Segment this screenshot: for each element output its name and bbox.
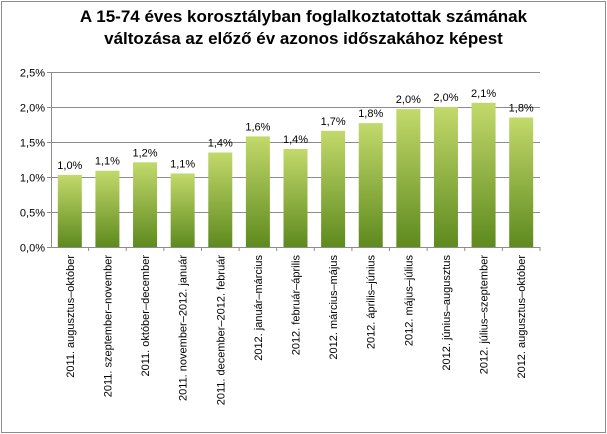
x-tick-label: 2012. február–április [291,255,303,356]
y-tick-label: 0,0% [20,243,45,255]
data-label: 2,1% [471,88,496,100]
bar [95,170,120,247]
bar [170,173,195,247]
data-label: 1,4% [208,138,233,150]
chart-title-line-1: A 15-74 éves korosztályban foglalkoztato… [79,7,528,26]
y-tick-label: 2,0% [20,103,45,115]
bar [358,123,383,247]
x-tick-label: 2012. május–július [403,255,415,347]
bar [133,162,158,247]
y-tick-label: 1,5% [20,138,45,150]
data-label: 2,0% [433,92,458,104]
bar [396,109,421,247]
bar [57,174,82,247]
x-tick-label: 2011. augusztus–október [65,255,77,378]
data-label: 1,6% [245,121,270,133]
data-label: 1,1% [170,159,195,171]
chart-title: A 15-74 éves korosztályban foglalkoztato… [0,6,607,50]
y-tick-label: 2,5% [20,68,45,80]
x-tick-label: 2011. november–2012. január [178,255,190,401]
data-label: 1,4% [283,134,308,146]
data-label: 1,2% [132,147,157,159]
bar [433,107,458,247]
x-tick-label: 2012. január–március [253,255,265,361]
bar [471,102,496,247]
data-label: 1,7% [321,116,346,128]
x-tick-label: 2012. július–szeptember [479,255,491,375]
data-label: 1,0% [57,160,82,172]
bar [208,152,233,247]
x-tick-label: 2012. április–június [366,255,378,350]
x-tick-label: 2011. szeptember–november [102,255,114,398]
y-tick-label: 0,5% [20,208,45,220]
data-label: 2,0% [396,94,421,106]
y-tick-label: 1,0% [20,173,45,185]
x-tick-label: 2012. június–augusztus [441,255,453,371]
data-label: 1,8% [509,103,534,115]
bar [509,117,534,247]
x-tick-label: 2011. december–2012. február [215,255,227,406]
x-tick-label: 2012. augusztus–október [516,255,528,379]
data-label: 1,8% [358,108,383,120]
data-label: 1,1% [95,156,120,168]
chart-title-line-2: változása az előző év azonos időszakához… [104,29,503,48]
bar [321,130,346,247]
x-tick-label: 2012. március–május [328,255,340,360]
bar [283,149,308,247]
x-tick-label: 2011. október–december [140,255,152,377]
bar [245,136,270,247]
